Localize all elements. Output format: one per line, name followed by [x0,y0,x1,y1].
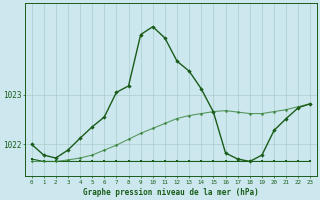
X-axis label: Graphe pression niveau de la mer (hPa): Graphe pression niveau de la mer (hPa) [83,188,259,197]
